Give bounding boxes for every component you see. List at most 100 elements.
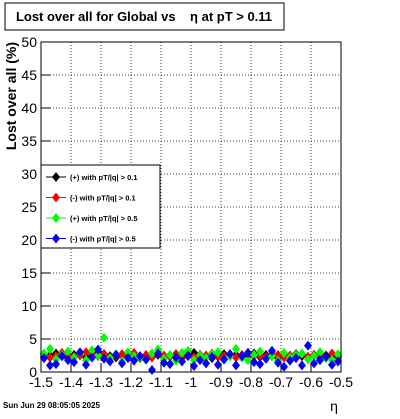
marker: [88, 352, 96, 363]
marker: [334, 349, 342, 360]
y-tick-label: 10: [21, 298, 37, 314]
y-tick-label: 40: [21, 100, 37, 116]
marker: [172, 352, 180, 363]
marker: [304, 340, 312, 351]
y-tick-label: 50: [21, 34, 37, 50]
marker: [160, 357, 168, 368]
marker: [70, 357, 78, 368]
marker: [268, 345, 276, 356]
x-tick-label: -0.8: [239, 374, 263, 390]
legend-marker: [52, 172, 60, 182]
legend: [40, 164, 161, 249]
chart-title: Lost over all for Global vs η at pT > 0.…: [16, 9, 272, 24]
marker: [316, 347, 324, 358]
marker: [220, 354, 228, 365]
marker: [46, 360, 54, 371]
x-tick-label: -0.6: [299, 374, 323, 390]
legend-marker: [52, 213, 60, 223]
marker: [310, 351, 318, 362]
marker: [244, 355, 252, 366]
marker: [334, 356, 342, 367]
marker: [94, 350, 102, 361]
y-tick-label: 45: [21, 67, 37, 83]
marker: [280, 361, 288, 372]
marker: [274, 349, 282, 360]
x-tick-label: -1.3: [89, 374, 113, 390]
y-tick-label: 15: [21, 265, 37, 281]
marker: [46, 352, 54, 363]
marker: [130, 355, 138, 366]
marker: [154, 348, 162, 359]
marker: [214, 359, 222, 370]
marker: [112, 349, 120, 360]
marker: [178, 347, 186, 358]
legend-label: (+) with pT/|q| > 0.5: [70, 214, 138, 223]
marker: [208, 351, 216, 362]
marker: [190, 355, 198, 366]
timestamp: Sun Jun 29 08:05:05 2025: [3, 401, 100, 410]
y-tick-label: 20: [21, 232, 37, 248]
marker: [40, 353, 48, 364]
marker: [274, 357, 282, 368]
marker: [94, 344, 102, 355]
marker: [100, 332, 108, 343]
x-tick-label: -1.2: [119, 374, 143, 390]
marker: [304, 354, 312, 365]
x-tick-label: -1.4: [59, 374, 83, 390]
marker: [82, 347, 90, 358]
marker: [46, 343, 54, 354]
marker: [232, 352, 240, 363]
y-tick-label: 25: [21, 199, 37, 215]
marker: [88, 345, 96, 356]
marker: [250, 357, 258, 368]
marker: [286, 355, 294, 366]
y-tick-label: 0: [29, 364, 37, 380]
x-tick-label: -1: [185, 374, 198, 390]
x-tick-label: -0.5: [329, 374, 353, 390]
marker: [232, 343, 240, 354]
marker: [136, 351, 144, 362]
title-box: [4, 2, 285, 31]
marker: [322, 351, 330, 362]
marker: [292, 353, 300, 364]
marker: [178, 356, 186, 367]
marker: [196, 355, 204, 366]
marker: [328, 359, 336, 370]
x-tick-label: -1.5: [29, 374, 53, 390]
marker: [166, 359, 174, 370]
marker: [100, 353, 108, 364]
marker: [148, 365, 156, 376]
marker: [118, 358, 126, 369]
marker: [76, 347, 84, 358]
y-axis-label: Lost over all (%): [3, 42, 19, 150]
x-axis-label: η: [330, 398, 338, 414]
legend-label: (-) with pT/|q| > 0.5: [70, 235, 136, 244]
marker: [190, 361, 198, 372]
marker: [232, 360, 240, 371]
marker: [262, 353, 270, 364]
marker: [184, 350, 192, 361]
marker: [64, 355, 72, 366]
y-tick-label: 5: [29, 331, 37, 347]
marker: [316, 355, 324, 366]
marker: [280, 347, 288, 358]
x-tick-label: -0.9: [209, 374, 233, 390]
marker: [214, 347, 222, 358]
x-tick-label: -1.1: [149, 374, 173, 390]
legend-marker: [52, 192, 60, 203]
marker: [118, 349, 126, 360]
marker: [64, 346, 72, 357]
marker: [106, 356, 114, 367]
marker: [142, 354, 150, 365]
marker: [124, 353, 132, 364]
marker: [52, 359, 60, 370]
marker: [202, 353, 210, 364]
marker: [268, 351, 276, 362]
marker: [148, 348, 156, 359]
marker: [250, 349, 258, 360]
marker: [310, 358, 318, 369]
marker: [238, 351, 246, 362]
marker: [298, 348, 306, 359]
marker: [226, 349, 234, 360]
